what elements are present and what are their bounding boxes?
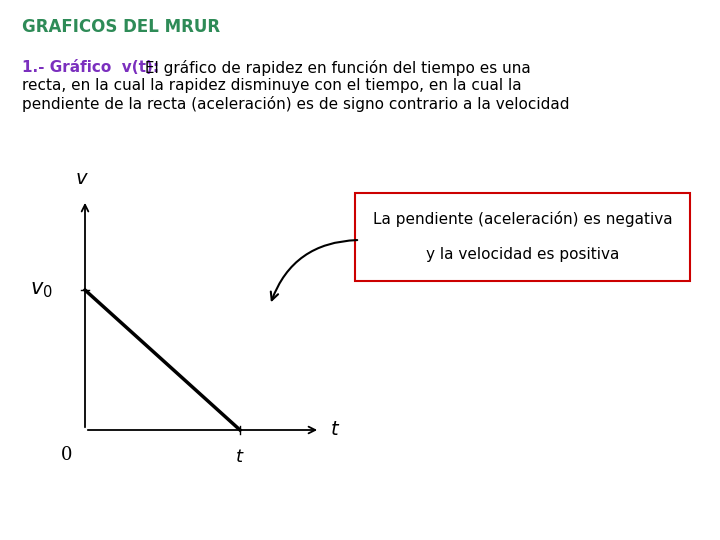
Text: El gráfico de rapidez en función del tiempo es una: El gráfico de rapidez en función del tie… (140, 60, 531, 76)
Text: $v_0$: $v_0$ (30, 280, 53, 300)
Text: $t$: $t$ (235, 448, 245, 466)
Text: GRAFICOS DEL MRUR: GRAFICOS DEL MRUR (22, 18, 220, 36)
Text: 0: 0 (61, 446, 73, 464)
Text: y la velocidad es positiva: y la velocidad es positiva (426, 247, 619, 262)
Text: recta, en la cual la rapidez disminuye con el tiempo, en la cual la: recta, en la cual la rapidez disminuye c… (22, 78, 521, 93)
Text: $t$: $t$ (330, 421, 341, 439)
Text: $v$: $v$ (75, 170, 89, 188)
Text: 1.- Gráfico  v(t):: 1.- Gráfico v(t): (22, 60, 159, 75)
Text: pendiente de la recta (aceleración) es de signo contrario a la velocidad: pendiente de la recta (aceleración) es d… (22, 96, 570, 112)
Text: La pendiente (aceleración) es negativa: La pendiente (aceleración) es negativa (373, 211, 672, 227)
FancyBboxPatch shape (355, 193, 690, 281)
